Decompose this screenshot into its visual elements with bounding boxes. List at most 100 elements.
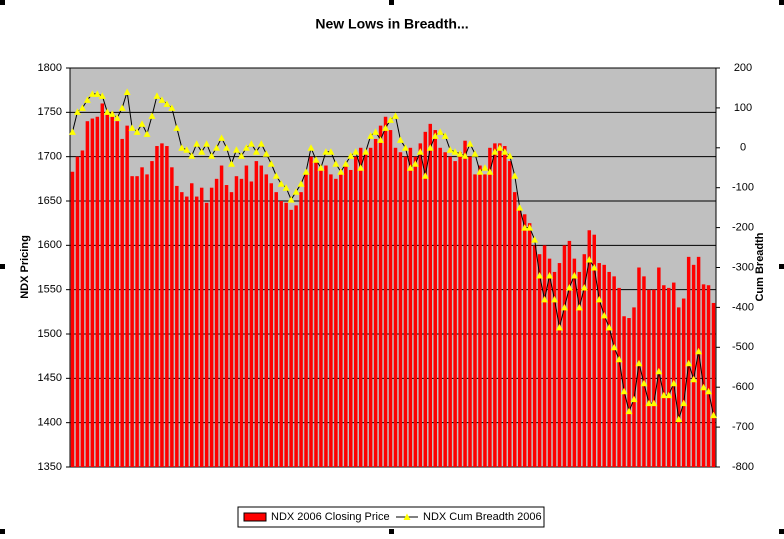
marker [541, 295, 549, 303]
marker [312, 156, 320, 163]
y-tick-label: 1450 [38, 372, 62, 384]
marker [208, 152, 216, 159]
y-tick-label: 1500 [38, 328, 62, 340]
marker [565, 283, 573, 291]
marker [128, 124, 136, 131]
y-tick-label: 1600 [38, 239, 62, 251]
y2-axis-title: Cum Breadth [754, 232, 766, 301]
bar [319, 169, 323, 467]
marker [625, 407, 633, 415]
bar [513, 192, 517, 467]
bar [259, 165, 264, 468]
bar [209, 187, 214, 467]
bar [706, 285, 711, 467]
marker [471, 150, 479, 157]
y2-tick-label: -800 [732, 461, 754, 473]
y-tick-label: 1750 [38, 106, 62, 118]
bar [160, 143, 164, 467]
legend-swatch [403, 513, 411, 520]
marker [118, 104, 126, 111]
marker [262, 150, 270, 157]
marker [511, 172, 519, 179]
bar [517, 209, 522, 467]
marker [665, 391, 673, 399]
bar [204, 202, 209, 468]
marker [560, 303, 568, 311]
marker [446, 146, 454, 153]
marker [357, 164, 365, 171]
y2-tick-label: 0 [740, 142, 746, 154]
y2-tick-label: -400 [732, 301, 754, 313]
bar [194, 196, 199, 468]
bar [100, 103, 105, 467]
bar [413, 156, 418, 467]
bar [567, 240, 572, 467]
bar [214, 178, 219, 468]
marker [282, 184, 290, 191]
bar [676, 307, 681, 467]
marker [580, 283, 588, 291]
marker [247, 140, 255, 147]
bar [344, 165, 348, 468]
marker [337, 168, 345, 175]
marker [551, 295, 558, 303]
marker [640, 379, 648, 387]
marker [496, 144, 504, 151]
bar [627, 318, 631, 467]
marker [108, 110, 116, 117]
marker [342, 160, 350, 167]
bar [433, 130, 437, 468]
marker [456, 150, 464, 157]
bar [582, 254, 587, 467]
bar [349, 169, 353, 467]
marker [426, 144, 434, 151]
chart-title: New Lows in Breadth... [315, 16, 468, 32]
bar [453, 161, 457, 467]
bar [314, 161, 318, 467]
bar [234, 176, 239, 467]
marker [223, 144, 231, 151]
y2-tick-label: -100 [732, 182, 754, 194]
marker [506, 152, 514, 159]
marker [680, 399, 688, 407]
bar [527, 223, 532, 467]
marker [123, 88, 131, 95]
bar [70, 171, 75, 468]
bar [612, 276, 616, 467]
bar [398, 152, 403, 467]
bar [577, 271, 582, 467]
marker [695, 347, 703, 355]
bar [393, 147, 398, 468]
marker [352, 148, 360, 155]
bar [224, 185, 229, 468]
bar [155, 146, 159, 467]
bar [458, 152, 462, 467]
marker [203, 140, 211, 147]
bar [254, 161, 259, 467]
y2-tick-label: -700 [732, 421, 754, 433]
bar [667, 287, 671, 467]
marker [257, 140, 265, 147]
bar [309, 156, 313, 467]
marker [377, 136, 385, 143]
y-tick-label: 1400 [38, 417, 62, 429]
marker [391, 112, 399, 119]
marker [516, 204, 524, 211]
y-tick-label: 1800 [38, 62, 62, 74]
marker [630, 395, 638, 403]
bar [632, 307, 636, 467]
bar [219, 165, 224, 468]
bar [324, 165, 328, 468]
marker [546, 271, 554, 279]
bar [269, 183, 273, 467]
bar [617, 287, 621, 467]
marker [476, 168, 484, 175]
bar [190, 183, 194, 467]
bar [145, 174, 149, 467]
marker [153, 92, 161, 99]
marker [610, 343, 618, 351]
marker [133, 128, 141, 135]
legend-label: NDX 2006 Closing Price [271, 511, 390, 523]
bar [130, 176, 134, 467]
marker [685, 359, 693, 367]
